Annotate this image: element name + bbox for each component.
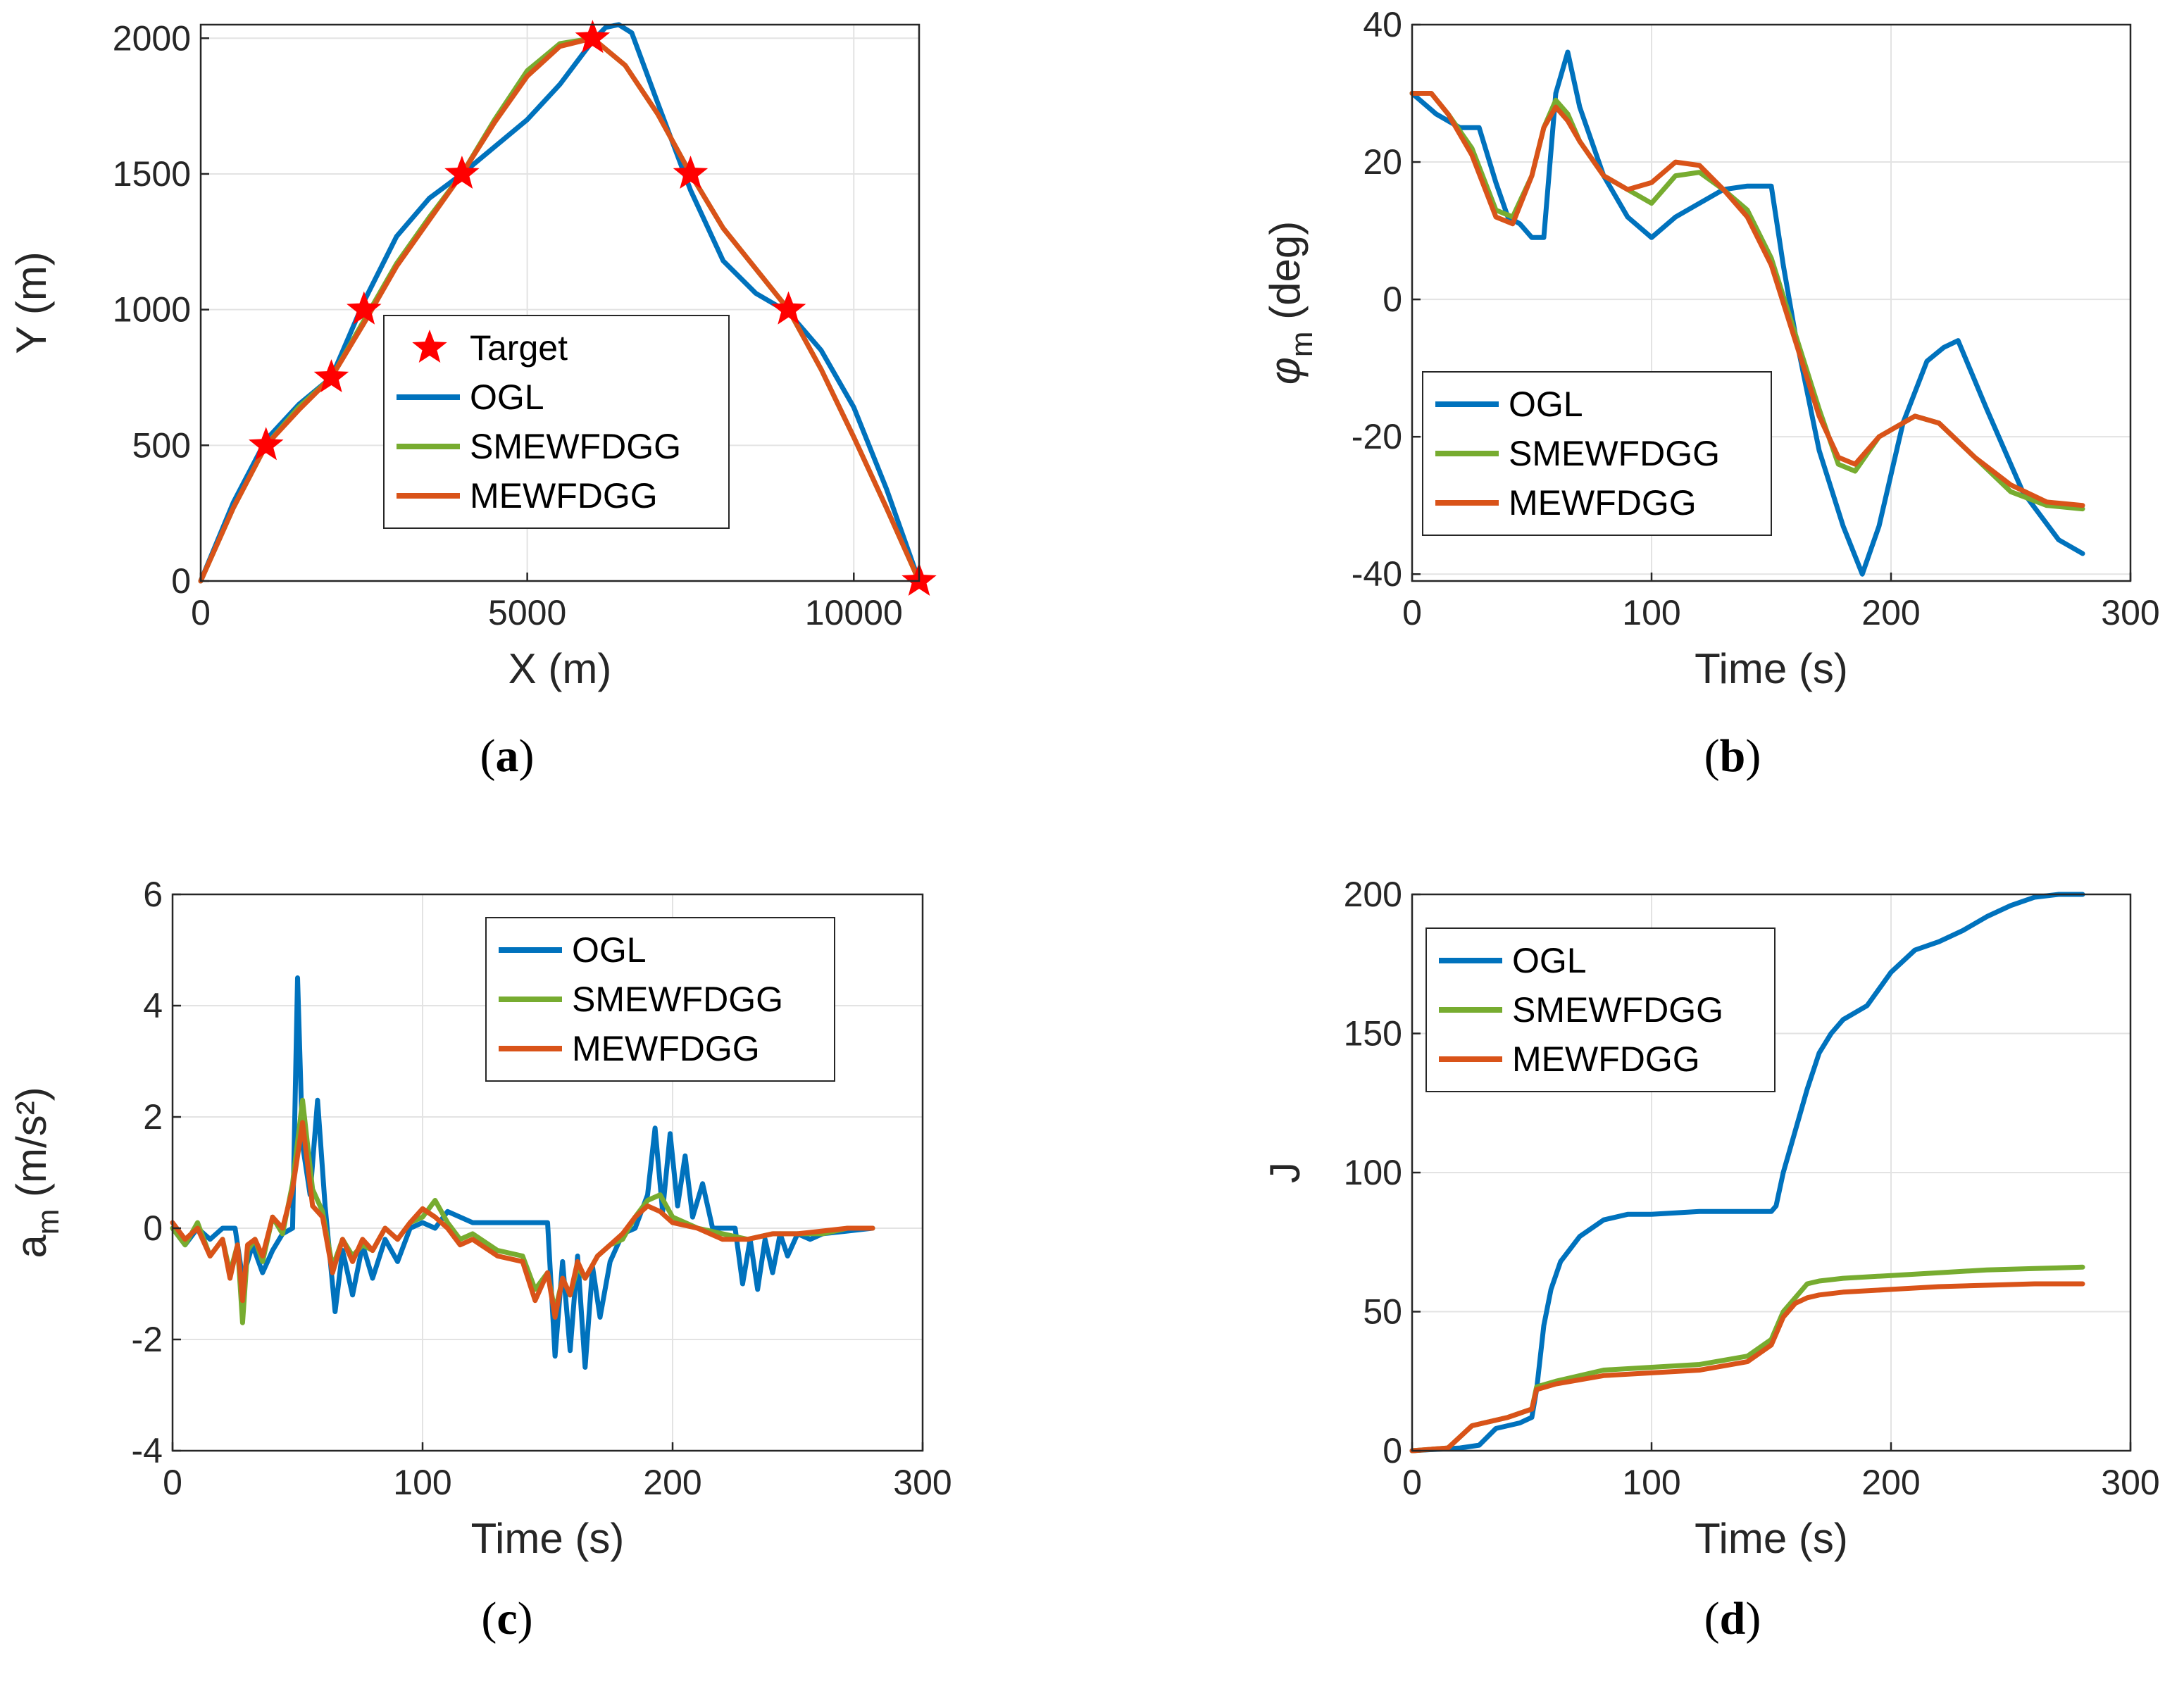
legend: OGL SMEWFDGG MEWFDGG <box>485 917 835 1082</box>
target-marker <box>347 291 382 325</box>
y-tick-label: 1000 <box>113 290 191 330</box>
y-tick-label: 0 <box>1383 280 1402 319</box>
x-tick-label: 300 <box>893 1463 951 1502</box>
subplot-a: 0 5000 10000 0 500 1000 1500 2000 X (m) Y (m) Targ… <box>8 18 937 782</box>
y-tick-label: 1500 <box>113 154 191 194</box>
x-tick-label: 300 <box>2101 593 2159 632</box>
y-tick-label: 500 <box>132 425 191 465</box>
x-tick-label: 100 <box>1622 593 1680 632</box>
y-tick-label: -20 <box>1352 417 1402 456</box>
legend-label: Target <box>470 328 568 368</box>
y-tick-label: 20 <box>1363 142 1402 182</box>
y-tick-label: 0 <box>1383 1431 1402 1470</box>
y-tick-label: 6 <box>143 875 163 914</box>
target-marker <box>673 156 709 189</box>
subplot-caption: (b) <box>1704 730 1761 782</box>
legend-label: SMEWFDGG <box>1512 990 1723 1030</box>
legend-box <box>1425 927 1776 1092</box>
subplot-caption: (d) <box>1704 1593 1761 1644</box>
target-marker <box>575 20 611 54</box>
legend-label: SMEWFDGG <box>1509 434 1720 473</box>
legend-label: MEWFDGG <box>572 1029 760 1068</box>
subplot-caption: (a) <box>480 730 535 782</box>
y-axis-label: φm (deg) <box>1261 221 1319 385</box>
target-marker <box>249 427 284 461</box>
y-tick-label: 100 <box>1344 1153 1402 1192</box>
axes-frame <box>1411 23 2132 582</box>
x-axis-label: X (m) <box>508 645 612 692</box>
x-tick-label: 5000 <box>488 593 566 632</box>
legend: Target OGL SMEWFDGG MEWFDGG <box>383 315 730 529</box>
legend-label: SMEWFDGG <box>470 427 681 466</box>
y-tick-label: 150 <box>1344 1014 1402 1054</box>
x-tick-label: 10000 <box>805 593 903 632</box>
x-tick-label: 0 <box>1402 1463 1422 1502</box>
y-axis-label: Y (m) <box>8 251 55 354</box>
series-line-smewfdgg <box>170 1097 875 1325</box>
x-tick-label: 300 <box>2101 1463 2159 1502</box>
y-tick-label: 40 <box>1363 5 1402 44</box>
x-tick-label: 100 <box>1622 1463 1680 1502</box>
x-tick-label: 0 <box>1402 593 1422 632</box>
x-tick-label: 200 <box>1861 593 1920 632</box>
legend-label: SMEWFDGG <box>572 980 783 1019</box>
series-line-mewfdgg <box>1409 91 2085 508</box>
y-tick-label: 0 <box>171 561 191 601</box>
series-line-mewfdgg <box>1409 1281 2085 1454</box>
legend: OGL SMEWFDGG MEWFDGG <box>1422 371 1772 536</box>
legend-label: OGL <box>1509 385 1583 424</box>
legend-label: OGL <box>1512 941 1587 980</box>
x-axis-label: Time (s) <box>471 1515 625 1562</box>
subplot-b: 0 100 200 300 -40 -20 0 20 40 Time (s) φm (deg) OGL… <box>1261 5 2160 782</box>
y-tick-label: -2 <box>132 1320 163 1359</box>
y-tick-label: 2000 <box>113 18 191 58</box>
y-tick-label: 2 <box>143 1097 163 1137</box>
subplot-caption: (c) <box>481 1593 532 1644</box>
x-tick-label: 200 <box>1861 1463 1920 1502</box>
legend-target-marker <box>412 330 447 363</box>
subplot-d: 0 100 200 300 0 50 100 150 200 Time (s) J OGL SMEWFD… <box>1261 875 2160 1644</box>
legend-label: MEWFDGG <box>470 476 658 516</box>
y-tick-label: 4 <box>143 986 163 1025</box>
series-line-mewfdgg <box>170 1120 875 1320</box>
legend-label: OGL <box>470 377 544 417</box>
axes-frame <box>171 893 924 1452</box>
target-marker <box>313 359 349 392</box>
x-axis-label: Time (s) <box>1695 645 1848 692</box>
x-tick-label: 200 <box>643 1463 701 1502</box>
x-tick-label: 0 <box>191 593 211 632</box>
series-line-ogl <box>170 975 875 1370</box>
legend-box <box>383 315 730 529</box>
y-tick-label: -40 <box>1352 554 1402 594</box>
legend-label: MEWFDGG <box>1512 1039 1700 1079</box>
y-tick-label: 0 <box>143 1208 163 1248</box>
y-tick-label: 200 <box>1344 875 1402 914</box>
legend-label: MEWFDGG <box>1509 483 1697 523</box>
y-axis-label: J <box>1261 1162 1309 1183</box>
y-tick-label: -4 <box>132 1431 163 1470</box>
target-marker <box>770 291 806 325</box>
legend-label: OGL <box>572 930 647 970</box>
x-tick-label: 100 <box>393 1463 451 1502</box>
y-axis-label: am (m/s²) <box>8 1087 65 1258</box>
x-tick-label: 0 <box>163 1463 182 1502</box>
axes-frame <box>199 23 921 582</box>
legend: OGL SMEWFDGG MEWFDGG <box>1425 927 1776 1092</box>
x-axis-label: Time (s) <box>1695 1515 1848 1562</box>
target-marker <box>444 156 480 189</box>
y-tick-label: 50 <box>1363 1292 1402 1332</box>
subplot-c: 0 100 200 300 -4 -2 0 2 4 6 Time (s) am (m/s²) OGL SM… <box>8 875 952 1644</box>
series-line-mewfdgg <box>198 35 922 584</box>
